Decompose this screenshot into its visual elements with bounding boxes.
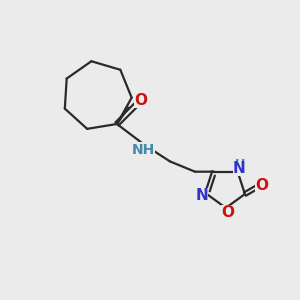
Text: H: H: [235, 158, 245, 171]
Text: NH: NH: [132, 142, 155, 157]
Text: N: N: [195, 188, 208, 203]
Text: N: N: [233, 161, 245, 176]
Text: O: O: [135, 93, 148, 108]
Text: O: O: [221, 205, 234, 220]
Text: O: O: [255, 178, 268, 194]
